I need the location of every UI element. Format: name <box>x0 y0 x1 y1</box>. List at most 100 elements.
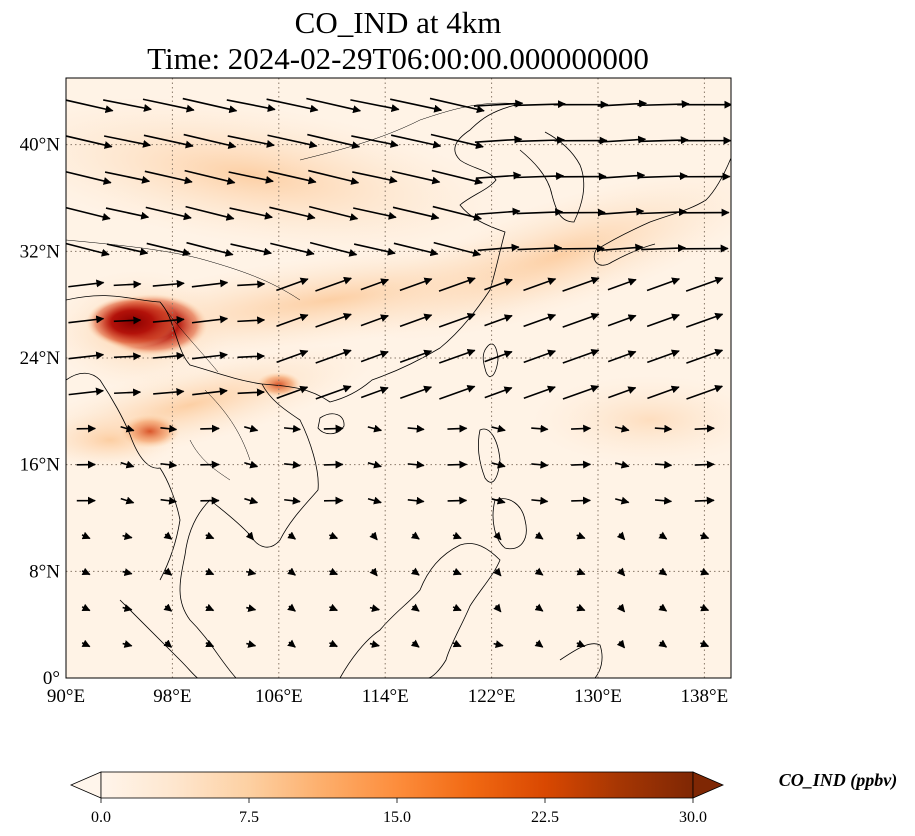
coast-andaman <box>66 372 181 581</box>
wind-arrow <box>438 276 476 292</box>
wind-arrow <box>184 169 236 185</box>
wind-arrow <box>369 531 378 541</box>
wind-arrow <box>143 134 194 149</box>
lat-tick-label: 0° <box>43 668 60 689</box>
colorbar: 0.0 7.5 15.0 22.5 30.0 CO_IND (ppbv) <box>69 770 897 826</box>
wind-arrow <box>106 243 149 256</box>
wind-arrow <box>391 170 441 185</box>
wind-arrow <box>329 567 339 576</box>
wind-arrow <box>607 350 637 363</box>
wind-arrow <box>315 349 352 364</box>
wind-arrow <box>576 639 586 648</box>
wind-arrow <box>266 98 319 113</box>
wind-arrow <box>493 531 502 541</box>
wind-arrow <box>647 385 680 400</box>
wind-arrow <box>144 170 193 185</box>
wind-arrow <box>146 242 191 257</box>
wind-arrow <box>534 603 544 612</box>
wind-arrow <box>120 460 135 469</box>
lon-tick-label: 114°E <box>362 686 409 707</box>
wind-arrow <box>269 206 316 221</box>
lat-tick-label: 40°N <box>20 135 61 156</box>
colorbar-tick-label: 7.5 <box>239 809 259 826</box>
wind-arrow <box>329 603 338 612</box>
wind-arrow <box>658 531 668 540</box>
wind-arrow <box>160 460 178 469</box>
wind-arrow <box>534 639 544 648</box>
wind-vectors <box>66 97 731 649</box>
wind-arrow <box>531 424 549 433</box>
wind-arrow <box>686 384 724 400</box>
wind-arrow <box>476 207 521 216</box>
wind-arrow <box>523 349 556 364</box>
map-panel <box>66 78 731 678</box>
wind-arrow <box>191 315 229 324</box>
wind-arrow <box>205 567 215 576</box>
wind-arrow <box>515 172 565 181</box>
wind-arrow <box>182 97 238 114</box>
wind-arrow <box>360 314 389 327</box>
wind-arrow <box>685 276 724 292</box>
wind-arrow <box>534 567 544 576</box>
wind-arrow <box>576 567 586 576</box>
wind-arrow <box>246 604 257 612</box>
wind-arrow <box>491 496 506 505</box>
wind-arrow <box>571 424 592 433</box>
wind-arrow <box>700 603 710 612</box>
wind-arrow <box>323 424 344 433</box>
wind-arrow <box>431 169 483 185</box>
wind-arrow <box>700 531 710 540</box>
wind-arrow <box>390 98 443 113</box>
wind-arrow <box>477 243 520 252</box>
wind-arrow <box>407 424 425 433</box>
wind-arrow <box>276 349 309 364</box>
wind-arrow <box>576 603 586 612</box>
wind-arrow <box>145 206 192 221</box>
wind-arrow <box>315 276 352 292</box>
wind-arrow <box>152 315 185 324</box>
wind-arrow <box>114 388 142 397</box>
lat-tick-label: 8°N <box>29 561 60 582</box>
wind-arrow <box>576 531 586 540</box>
wind-arrow <box>284 496 301 505</box>
colorbar-tick-label: 15.0 <box>383 809 411 826</box>
wind-arrow <box>452 603 462 612</box>
wind-arrow <box>113 316 142 325</box>
wind-arrow <box>307 133 361 150</box>
wind-arrow <box>369 640 380 648</box>
wind-arrow <box>66 242 110 257</box>
wind-arrow <box>491 424 506 433</box>
wind-arrow <box>531 496 549 505</box>
wind-arrow <box>517 244 563 253</box>
wind-arrow <box>183 133 237 150</box>
wind-arrow <box>432 205 483 221</box>
wind-arrow <box>531 460 549 469</box>
map-title-line2: Time: 2024-02-29T06:00:00.000000000 <box>147 41 649 76</box>
wind-arrow <box>360 386 389 399</box>
lon-tick-label: 98°E <box>153 686 191 707</box>
wind-arrow <box>245 531 255 541</box>
wind-arrow <box>351 135 399 148</box>
hotspot-layer <box>86 293 302 449</box>
wind-arrow <box>237 316 266 325</box>
wind-arrow <box>390 134 442 149</box>
wind-arrow <box>66 135 113 149</box>
wind-arrow <box>562 348 600 364</box>
wind-arrow <box>360 278 390 291</box>
wind-arrow <box>350 99 400 112</box>
wind-arrow <box>474 135 523 144</box>
wind-arrow <box>484 386 513 399</box>
wind-arrow <box>369 604 380 613</box>
wind-arrow <box>186 241 234 257</box>
wind-arrow <box>658 567 668 576</box>
coast-newguinea <box>559 643 603 678</box>
wind-arrow <box>246 640 257 648</box>
coast-korea <box>519 131 585 223</box>
wind-arrow <box>700 567 710 576</box>
coast-borneo <box>339 543 501 678</box>
wind-arrow <box>276 277 309 292</box>
wind-arrow <box>534 531 544 540</box>
wind-arrow <box>438 312 476 328</box>
colorbar-bar <box>100 771 694 799</box>
